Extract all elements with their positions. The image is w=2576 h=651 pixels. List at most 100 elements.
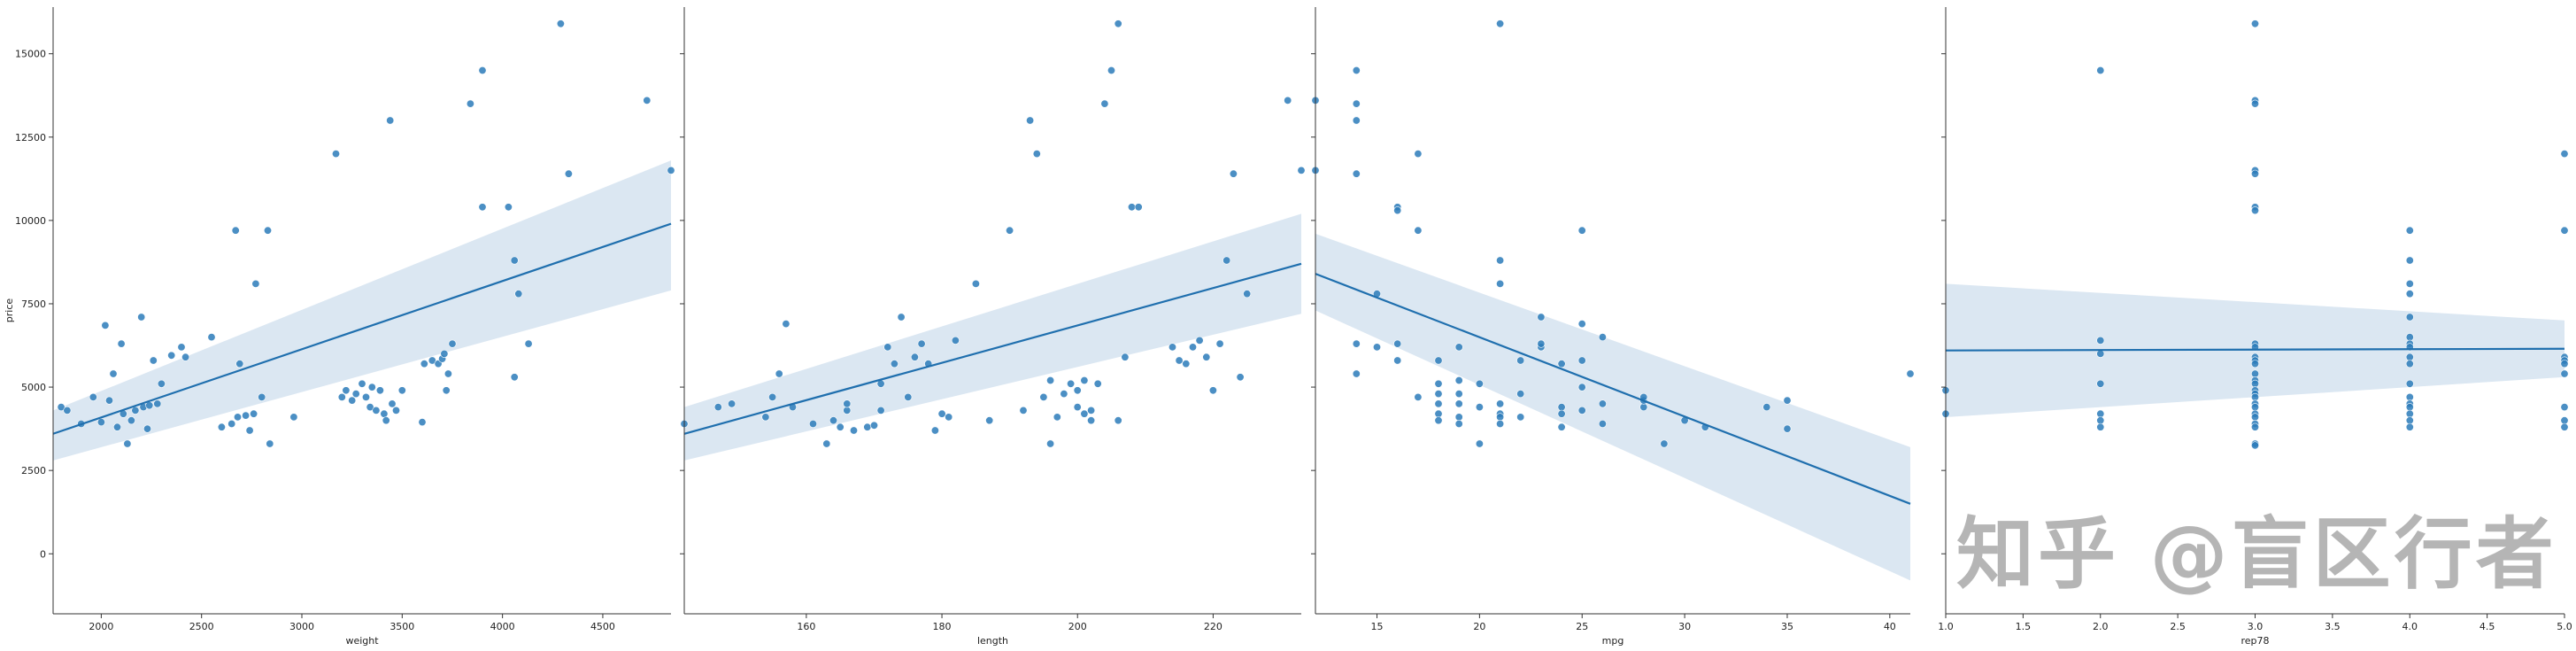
rep78-xtick-label-1: 1.5	[2016, 621, 2032, 632]
length-point-58	[1182, 360, 1191, 368]
weight-point-69	[510, 256, 519, 265]
mpg-point-12	[1393, 339, 1402, 348]
weight-xtick-label-4: 4000	[490, 621, 515, 632]
length-point-68	[1284, 96, 1292, 105]
rep78-point-15	[2251, 206, 2260, 215]
length-point-40	[1060, 390, 1068, 399]
weight-point-63	[448, 339, 457, 348]
mpg-point-2	[1352, 66, 1361, 75]
rep78-xlabel: rep78	[2241, 635, 2269, 647]
mpg-point-17	[1434, 356, 1443, 365]
mpg-point-65	[1783, 424, 1792, 433]
weight-point-20	[157, 379, 166, 388]
rep78-point-39	[2405, 313, 2414, 322]
length-point-61	[1202, 353, 1211, 361]
rep78-xtick-label-5: 3.5	[2325, 621, 2341, 632]
weight-point-9	[117, 339, 126, 348]
mpg-point-4	[1352, 116, 1361, 125]
rep78-point-35	[2405, 226, 2414, 235]
weight-point-38	[331, 150, 340, 159]
length-point-66	[1236, 373, 1245, 382]
length-point-51	[1114, 19, 1122, 28]
length-point-8	[808, 419, 817, 428]
rep78-point-23	[2251, 379, 2260, 388]
rep78-xtick-label-6: 4.0	[2402, 621, 2418, 632]
rep78-point-36	[2405, 256, 2414, 265]
mpg-point-53	[1577, 406, 1586, 415]
mpg-point-63	[1762, 403, 1771, 412]
length-point-6	[782, 320, 791, 329]
weight-xtick-label-2: 3000	[289, 621, 314, 632]
length-regression-line	[683, 262, 1302, 435]
length-xtick-label-2: 200	[1068, 621, 1087, 632]
length-point-69	[1297, 166, 1306, 174]
mpg-point-29	[1475, 403, 1484, 412]
length-point-13	[843, 399, 852, 408]
length-point-43	[1073, 403, 1082, 412]
weight-point-35	[263, 226, 272, 235]
length-point-1	[713, 403, 722, 412]
length-point-55	[1134, 203, 1143, 212]
length-point-49	[1100, 99, 1109, 108]
length-point-19	[883, 343, 892, 352]
mpg-point-54	[1598, 333, 1607, 342]
weight-point-40	[342, 386, 351, 395]
length-point-22	[904, 392, 913, 401]
mpg-point-46	[1557, 403, 1566, 412]
weight-point-68	[510, 373, 519, 382]
weight-point-51	[386, 116, 395, 125]
weight-point-62	[443, 369, 452, 378]
length-point-12	[843, 406, 852, 415]
weight-confidence-band	[53, 160, 671, 461]
length-point-48	[1093, 379, 1102, 388]
length-point-3	[761, 413, 770, 422]
ytick-label-6: 15000	[15, 49, 46, 60]
length-point-10	[829, 416, 837, 425]
mpg-point-40	[1516, 390, 1525, 399]
rep78-point-40	[2405, 333, 2414, 342]
length-point-23	[910, 353, 919, 361]
mpg-point-32	[1496, 19, 1505, 28]
weight-point-32	[250, 409, 258, 418]
rep78-point-56	[2560, 360, 2569, 368]
weight-point-25	[217, 422, 226, 431]
weight-point-43	[358, 379, 366, 388]
rep78-xtick-label-3: 2.5	[2170, 621, 2186, 632]
weight-point-0	[57, 403, 66, 412]
mpg-point-6	[1352, 339, 1361, 348]
weight-point-74	[643, 96, 652, 105]
weight-point-71	[524, 339, 533, 348]
weight-point-49	[380, 409, 389, 418]
weight-point-1	[63, 406, 72, 415]
length-point-60	[1195, 336, 1204, 345]
rep78-point-53	[2560, 226, 2569, 235]
length-point-62	[1208, 386, 1217, 395]
weight-xtick-label-5: 4500	[590, 621, 615, 632]
length-point-54	[1128, 203, 1137, 212]
rep78-point-20	[2251, 360, 2260, 368]
mpg-point-35	[1496, 399, 1505, 408]
length-point-47	[1087, 406, 1096, 415]
weight-point-42	[351, 390, 360, 399]
rep78-point-30	[2251, 413, 2260, 422]
weight-point-75	[667, 166, 675, 174]
weight-xtick-label-3: 3500	[389, 621, 414, 632]
weight-point-3	[89, 392, 97, 401]
weight-point-36	[266, 439, 274, 448]
mpg-point-26	[1454, 399, 1463, 408]
rep78-point-13	[2251, 169, 2260, 178]
mpg-xtick-label-5: 40	[1884, 621, 1896, 632]
weight-point-48	[375, 386, 384, 395]
length-point-64	[1222, 256, 1231, 265]
weight-xtick-label-0: 2000	[89, 621, 113, 632]
length-point-16	[869, 421, 878, 430]
mpg-point-19	[1434, 390, 1443, 399]
length-xtick-label-3: 220	[1204, 621, 1222, 632]
weight-point-18	[149, 356, 158, 365]
ytick-label-0: 0	[40, 548, 46, 560]
length-point-5	[775, 369, 783, 378]
weight-xtick-label-1: 2500	[189, 621, 214, 632]
mpg-point-31	[1475, 439, 1484, 448]
